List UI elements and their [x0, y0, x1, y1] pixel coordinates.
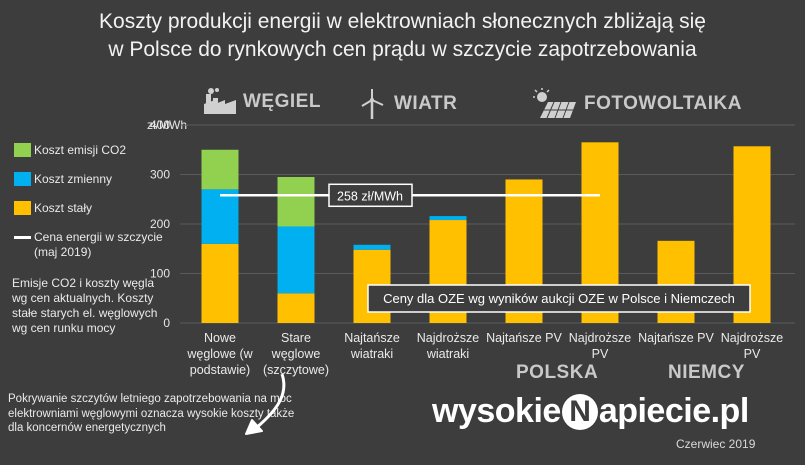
bar-segment — [353, 244, 391, 250]
header-pv: FOTOWOLTAIKA — [532, 88, 742, 120]
brand-part-2: apiecie.pl — [598, 392, 749, 430]
x-tick-label: Najdroższe PV — [569, 331, 632, 361]
x-labels: Nowe węglowe (w podstawie)Stare węglowe (szc… — [186, 331, 783, 377]
x-tick-label: Najdroższe wiatraki — [417, 331, 480, 361]
price-label-box — [328, 183, 413, 208]
x-tick-label: Najtańsze PV — [638, 331, 714, 345]
bars: 258 zł/MWh Ceny dla OZE wg wyników aukcji… — [201, 142, 771, 323]
y-tick-label: 0 — [163, 316, 170, 330]
bar-segment — [277, 293, 315, 323]
country-poland: POLSKA — [516, 362, 599, 383]
header-coal-label: WĘGIEL — [243, 91, 321, 112]
bar-segment — [429, 216, 467, 221]
bar-segment — [201, 149, 239, 190]
legend-item-fixed: Koszt stały — [14, 201, 164, 216]
x-tick-label: Najdroższe PV — [721, 331, 784, 361]
legend-item-co2: Koszt emisji CO2 — [14, 143, 164, 158]
y-axis-unit: zł/MWh — [147, 118, 187, 132]
bar-segment — [277, 176, 315, 227]
header-wind: WIATR — [358, 88, 457, 120]
curved-arrow-icon — [255, 373, 286, 430]
brand-logo: wysokie N apiecie.pl — [432, 392, 749, 431]
header-pv-label: FOTOWOLTAIKA — [584, 93, 742, 114]
chart-title: Koszty produkcji energii w elektrowniach… — [0, 8, 805, 64]
solar-panel-icon — [533, 88, 576, 119]
legend-item-price-line: Cena energii w szczycie (maj 2019) — [14, 230, 164, 260]
price-label: 258 zł/MWh — [337, 189, 403, 203]
x-tick-label: Stare węglowe (szczytowe) — [263, 331, 329, 377]
y-tick-label: 200 — [150, 217, 170, 231]
title-line-1: Koszty produkcji energii w elektrowniach… — [99, 10, 706, 33]
legend-label-variable: Koszt zmienny — [34, 172, 113, 186]
bottom-note: Pokrywanie szczytów letniego zapotrzebow… — [8, 393, 295, 434]
legend-swatch-co2 — [14, 143, 31, 157]
y-tick-label: 100 — [150, 267, 170, 281]
legend-swatch-price-line — [14, 236, 31, 239]
x-tick-label: Najtańsze wiatraki — [344, 331, 400, 361]
y-tick-label: 400 — [150, 118, 170, 132]
x-tick-label: Nowe węglowe (w podstawie) — [186, 331, 253, 377]
legend-swatch-variable — [14, 172, 31, 186]
legend-label-price-line: Cena energii w szczycie (maj 2019) — [34, 230, 163, 259]
header-wind-label: WIATR — [394, 93, 458, 114]
legend: Koszt emisji CO2 Koszt zmienny Koszt sta… — [14, 143, 164, 274]
coal-plant-icon — [204, 88, 236, 114]
country-germany: NIEMCY — [668, 362, 745, 383]
legend-item-variable: Koszt zmienny — [14, 172, 164, 187]
side-note: Emisje CO2 i koszty węgla wg cen aktualn… — [12, 276, 158, 335]
x-tick-label: Najtańsze PV — [486, 331, 562, 345]
legend-label-co2: Koszt emisji CO2 — [34, 143, 127, 157]
bar-segment — [201, 189, 239, 244]
annotation-text: Ceny dla OZE wg wyników aukcji OZE w Pol… — [383, 291, 735, 306]
legend-swatch-fixed — [14, 201, 31, 215]
brand-lightning-icon: N — [561, 393, 598, 430]
annotation-box — [367, 284, 751, 313]
publication-date: Czerwiec 2019 — [676, 437, 756, 451]
wind-turbine-icon — [361, 89, 384, 119]
brand-part-1: wysokie — [432, 392, 561, 430]
title-line-2: w Polsce do rynkowych cen prądu w szczyc… — [108, 38, 697, 61]
arrow-head-icon — [245, 419, 263, 435]
bar-segment — [277, 226, 315, 294]
header-coal: WĘGIEL — [203, 88, 321, 116]
legend-label-fixed: Koszt stały — [34, 201, 93, 215]
y-tick-label: 300 — [150, 168, 170, 182]
bar-segment — [201, 243, 239, 323]
